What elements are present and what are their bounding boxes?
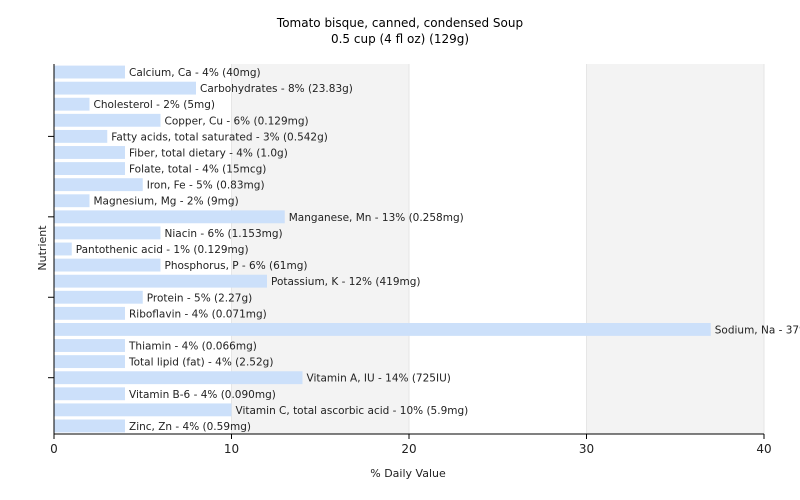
bar xyxy=(54,81,196,95)
bar-label: Total lipid (fat) - 4% (2.52g) xyxy=(128,357,273,369)
bar xyxy=(54,146,125,159)
bar xyxy=(54,226,161,240)
bar xyxy=(54,113,161,127)
bar xyxy=(54,129,108,143)
x-tick-labels: 0 10 20 30 40 xyxy=(50,442,771,456)
bar xyxy=(54,419,125,433)
chart-title: Tomato bisque, canned, condensed Soup xyxy=(276,16,524,30)
bar-label: Sodium, Na - 37% (884mg) xyxy=(715,324,800,336)
bar-label: Vitamin A, IU - 14% (725IU) xyxy=(307,373,451,385)
bars xyxy=(54,65,711,433)
bar-label: Folate, total - 4% (15mcg) xyxy=(129,164,266,176)
bar-label: Potassium, K - 12% (419mg) xyxy=(271,276,421,288)
bar xyxy=(54,258,161,272)
bar-label: Fatty acids, total saturated - 3% (0.542… xyxy=(111,131,328,143)
bar xyxy=(54,387,125,401)
bar xyxy=(54,242,72,256)
bar-label: Riboflavin - 4% (0.071mg) xyxy=(129,308,267,320)
bar xyxy=(54,162,125,175)
x-tick-label: 10 xyxy=(224,442,239,456)
background-band xyxy=(586,64,764,434)
bar-label: Niacin - 6% (1.153mg) xyxy=(165,228,283,240)
bar xyxy=(54,97,90,111)
bar xyxy=(54,306,125,320)
bar-label: Vitamin C, total ascorbic acid - 10% (5.… xyxy=(236,405,469,417)
x-axis-label: % Daily Value xyxy=(370,467,446,480)
y-axis-label: Nutrient xyxy=(36,225,49,271)
x-tick-label: 30 xyxy=(579,442,594,456)
bar xyxy=(54,339,125,352)
bar xyxy=(54,371,303,385)
bar xyxy=(54,403,232,417)
bar-label: Manganese, Mn - 13% (0.258mg) xyxy=(289,212,464,224)
bar-label: Fiber, total dietary - 4% (1.0g) xyxy=(129,147,288,159)
bar-label: Thiamin - 4% (0.066mg) xyxy=(128,341,257,353)
bar xyxy=(54,210,285,224)
bar-labels: Calcium, Ca - 4% (40mg) Carbohydrates - 8… xyxy=(76,67,800,433)
chart-subtitle: 0.5 cup (4 fl oz) (129g) xyxy=(330,32,470,46)
bar xyxy=(54,355,125,369)
bar-label: Carbohydrates - 8% (23.83g) xyxy=(200,83,353,95)
bar-label: Vitamin B-6 - 4% (0.090mg) xyxy=(129,389,276,401)
bar-label: Iron, Fe - 5% (0.83mg) xyxy=(147,180,265,192)
bar xyxy=(54,323,711,336)
x-tick-label: 40 xyxy=(756,442,771,456)
x-tick-label: 0 xyxy=(50,442,58,456)
bar xyxy=(54,178,143,192)
bar xyxy=(54,194,90,208)
bar-label: Calcium, Ca - 4% (40mg) xyxy=(129,67,261,79)
bar xyxy=(54,274,267,288)
bar-label: Magnesium, Mg - 2% (9mg) xyxy=(94,196,239,208)
bar-label: Phosphorus, P - 6% (61mg) xyxy=(165,260,308,272)
bar-label: Pantothenic acid - 1% (0.129mg) xyxy=(76,244,249,256)
bar xyxy=(54,65,125,79)
bar-label: Protein - 5% (2.27g) xyxy=(147,292,253,304)
bar xyxy=(54,290,143,304)
x-tick-label: 20 xyxy=(401,442,416,456)
axes xyxy=(48,64,765,439)
bar-label: Cholesterol - 2% (5mg) xyxy=(94,99,216,111)
bar-label: Copper, Cu - 6% (0.129mg) xyxy=(165,115,309,127)
bar-label: Zinc, Zn - 4% (0.59mg) xyxy=(129,421,251,433)
